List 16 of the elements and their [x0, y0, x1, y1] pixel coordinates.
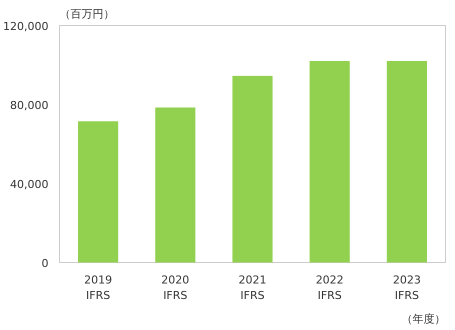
y-tick-label: 0: [42, 257, 48, 270]
bar: [232, 76, 273, 262]
y-tick-label: 40,000: [10, 178, 49, 191]
x-tick-label: 2019 IFRS: [84, 274, 112, 302]
y-tick-label: 120,000: [3, 20, 49, 33]
x-tick-label: 2020 IFRS: [161, 274, 190, 302]
x-tick-label: 2023 IFRS: [392, 274, 421, 302]
x-tick-label: 2021 IFRS: [238, 274, 267, 302]
y-axis-title: （百万円）: [60, 8, 114, 20]
text: （年度）: [402, 312, 446, 326]
x-tick-label: 2022 IFRS: [316, 274, 344, 302]
bar: [78, 121, 118, 262]
bar: [310, 61, 350, 262]
bar: [155, 107, 196, 262]
y-tick-label: 80,000: [10, 99, 49, 112]
bar: [386, 61, 427, 262]
